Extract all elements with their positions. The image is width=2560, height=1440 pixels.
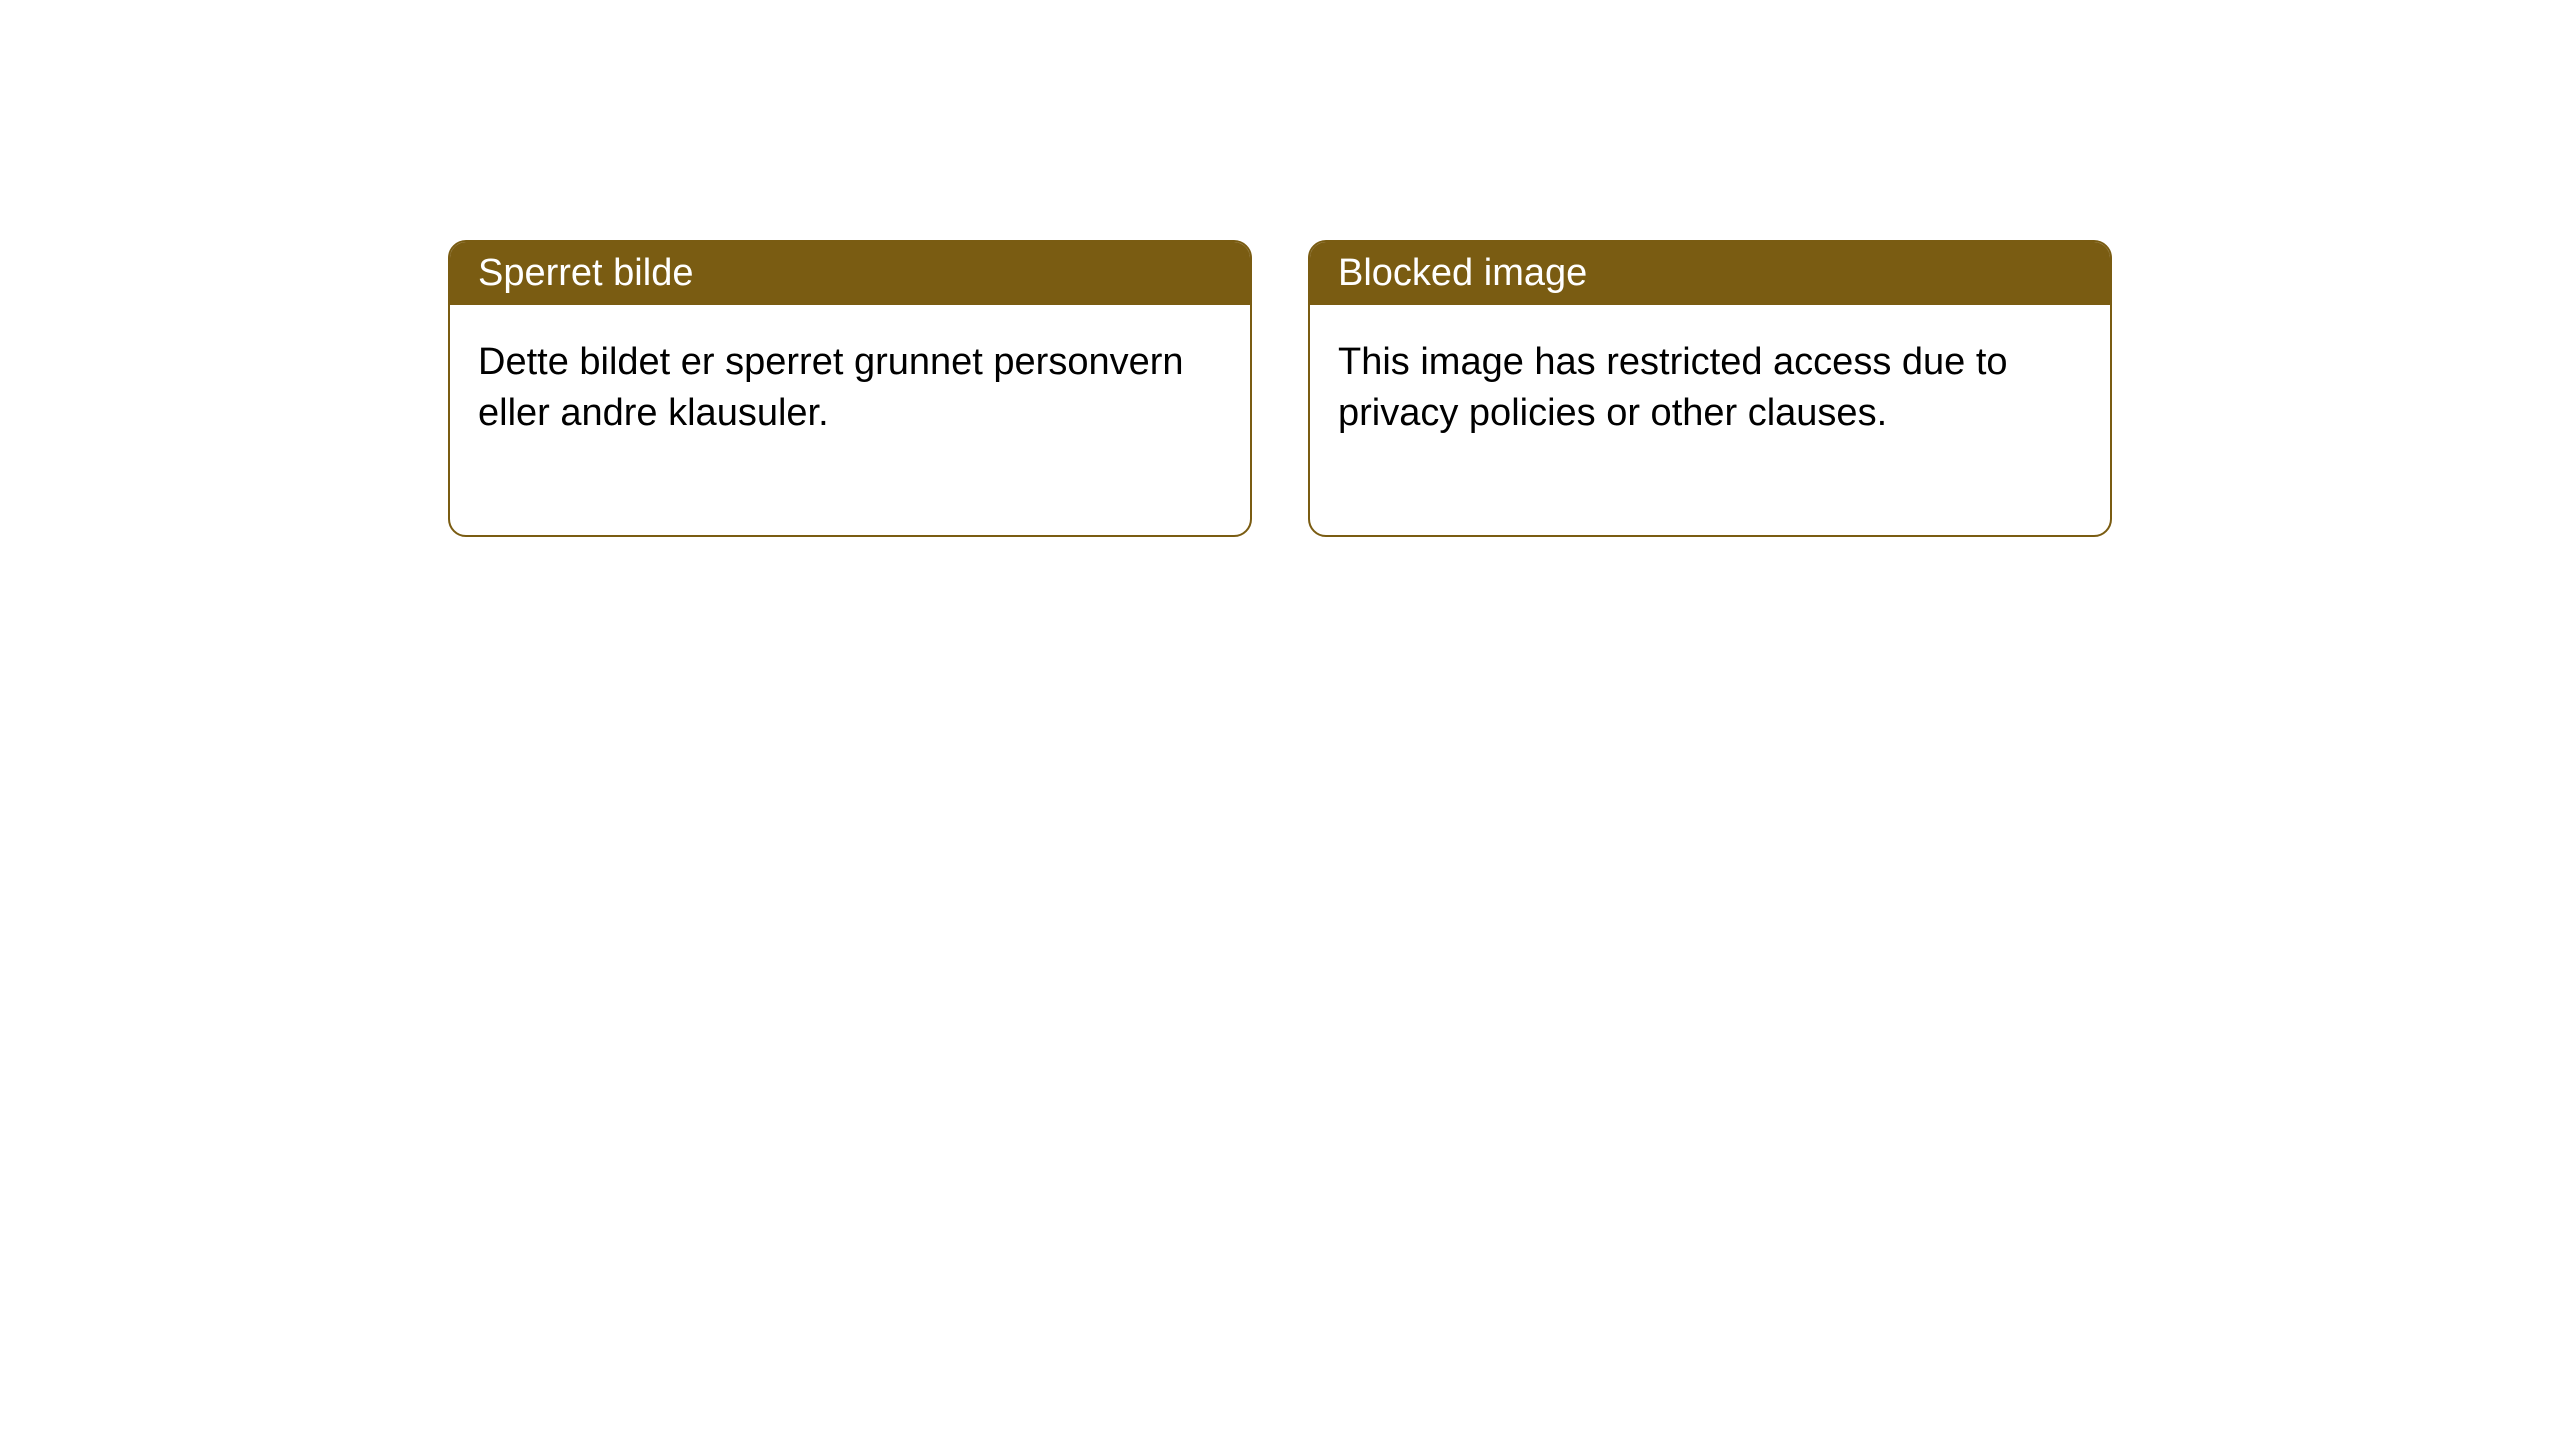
- notice-header: Sperret bilde: [450, 242, 1250, 305]
- notice-body-text: This image has restricted access due to …: [1338, 341, 2008, 434]
- notice-body: This image has restricted access due to …: [1310, 305, 2110, 535]
- notice-container: Sperret bilde Dette bildet er sperret gr…: [0, 0, 2560, 537]
- notice-header: Blocked image: [1310, 242, 2110, 305]
- notice-body-text: Dette bildet er sperret grunnet personve…: [478, 341, 1184, 434]
- notice-body: Dette bildet er sperret grunnet personve…: [450, 305, 1250, 535]
- notice-card-norwegian: Sperret bilde Dette bildet er sperret gr…: [448, 240, 1252, 537]
- notice-card-english: Blocked image This image has restricted …: [1308, 240, 2112, 537]
- notice-title: Sperret bilde: [478, 252, 693, 294]
- notice-title: Blocked image: [1338, 252, 1587, 294]
